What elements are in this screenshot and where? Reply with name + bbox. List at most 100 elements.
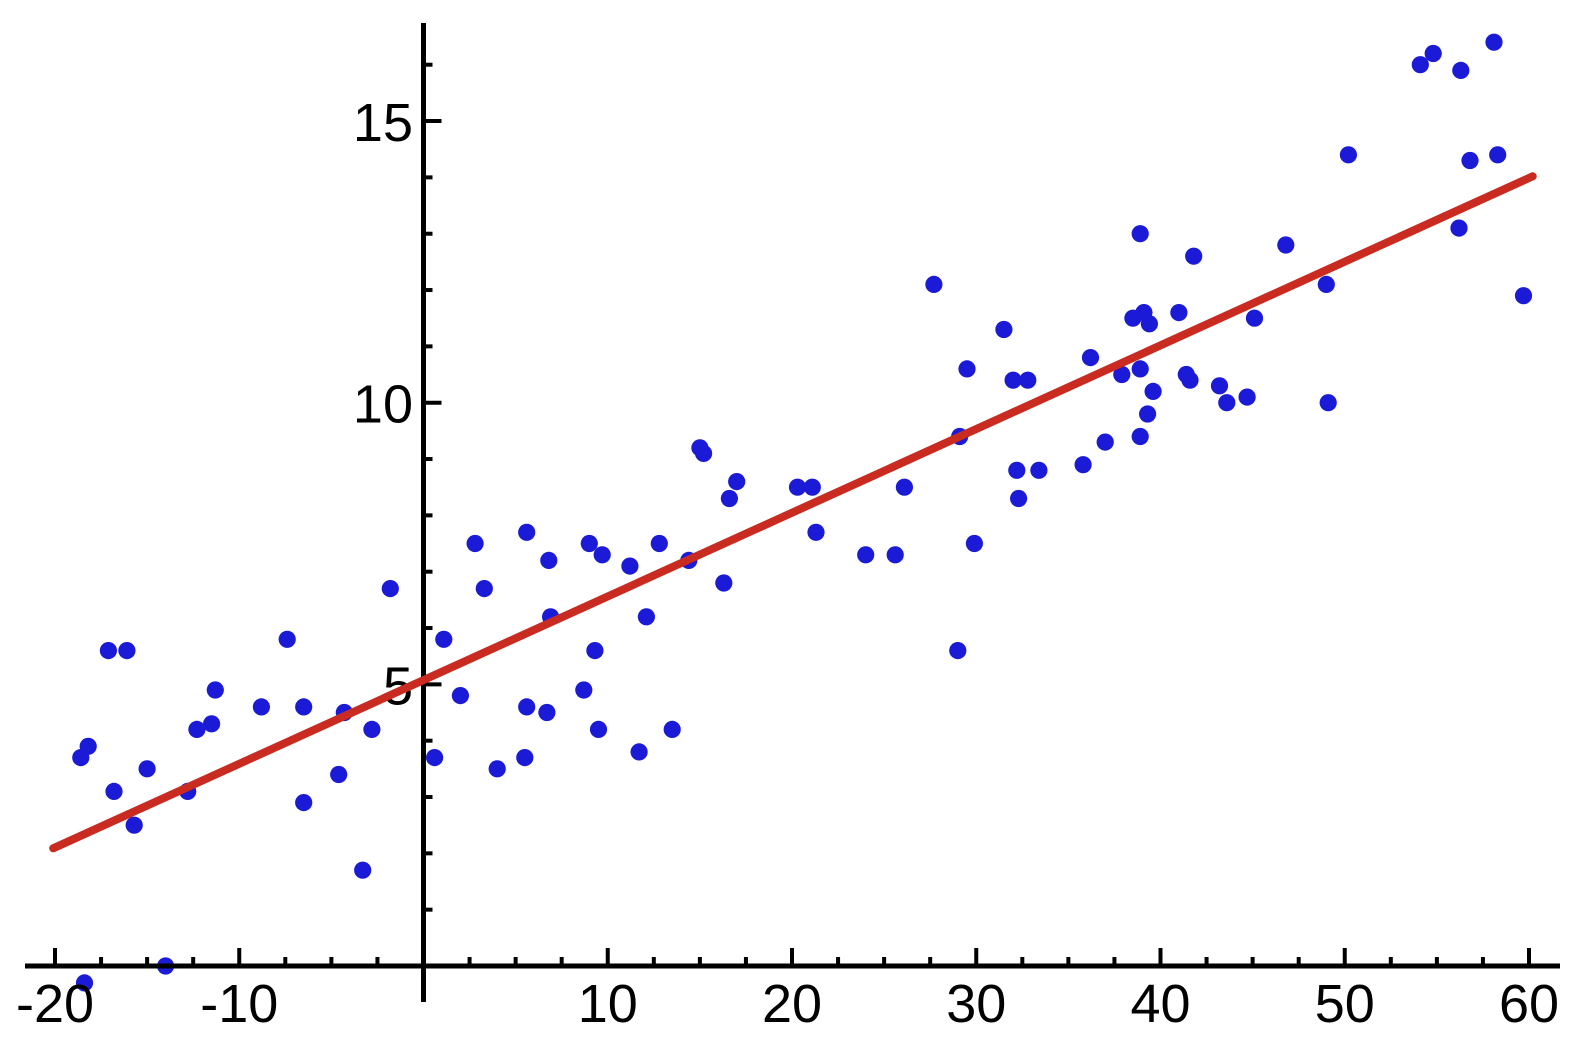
data-point (79, 737, 97, 755)
data-point (295, 698, 313, 716)
data-point (451, 687, 469, 705)
data-point (788, 478, 807, 496)
data-points-layer (72, 33, 1533, 992)
data-point (538, 703, 556, 722)
data-point (466, 534, 484, 553)
data-point (1181, 371, 1199, 389)
data-point (1450, 219, 1468, 237)
data-point (75, 974, 94, 992)
x-tick-label: 10 (578, 974, 638, 1034)
data-point (589, 720, 608, 739)
data-point (575, 681, 593, 699)
data-point (663, 720, 681, 739)
data-point (1008, 461, 1026, 479)
data-point (1461, 151, 1479, 170)
data-point (1514, 287, 1533, 305)
data-point (886, 546, 904, 564)
data-point (1004, 371, 1022, 389)
data-point (593, 546, 611, 564)
data-point (475, 580, 493, 598)
data-point (1139, 405, 1157, 423)
data-point (138, 760, 156, 778)
data-point (435, 630, 453, 648)
data-point (1124, 309, 1142, 327)
data-point (949, 642, 967, 660)
data-point (695, 444, 713, 462)
data-point (807, 523, 825, 541)
data-point (1081, 349, 1100, 367)
data-point (720, 489, 739, 508)
data-point (1019, 371, 1037, 389)
data-point (958, 360, 976, 378)
data-point (363, 720, 381, 739)
data-point (1010, 489, 1028, 508)
data-point (278, 630, 296, 648)
data-point (1210, 377, 1229, 395)
data-point (965, 534, 984, 553)
y-tick-label: 15 (353, 93, 413, 153)
data-point (118, 642, 136, 660)
data-point (1144, 382, 1162, 400)
data-point (1131, 427, 1149, 446)
y-tick-label: 10 (353, 375, 413, 435)
data-point (630, 743, 648, 761)
data-point (1185, 247, 1203, 265)
data-point (803, 478, 821, 496)
data-point (857, 546, 875, 564)
data-point (426, 749, 444, 767)
x-tick-label: 20 (762, 974, 822, 1034)
data-point (295, 794, 313, 812)
data-point (488, 760, 506, 778)
data-point (715, 574, 733, 592)
data-point (1489, 146, 1507, 164)
data-point (1113, 365, 1131, 384)
data-point (330, 765, 348, 784)
data-point (1170, 304, 1188, 322)
data-point (252, 698, 270, 716)
data-point (1140, 315, 1158, 333)
data-point (895, 478, 914, 496)
data-point (518, 698, 536, 716)
data-point (1411, 56, 1429, 74)
data-point (1339, 146, 1357, 164)
data-point (203, 715, 221, 733)
data-point (381, 580, 399, 598)
data-point (1319, 394, 1337, 412)
data-point (1277, 236, 1295, 254)
data-point (125, 816, 143, 834)
data-point (206, 681, 224, 699)
regression-line (49, 172, 1537, 853)
data-point (1074, 456, 1092, 474)
data-point (925, 275, 943, 293)
x-tick-label: 60 (1499, 974, 1559, 1034)
data-point (1030, 461, 1048, 479)
data-point (354, 861, 372, 879)
data-point (1096, 433, 1114, 451)
data-point (637, 608, 656, 626)
data-point (105, 782, 123, 801)
data-point (1218, 394, 1236, 412)
data-point (188, 720, 206, 739)
data-point (540, 551, 558, 570)
data-point (650, 534, 668, 553)
data-point (1485, 33, 1503, 51)
data-point (1452, 61, 1470, 79)
x-tick-label: 40 (1130, 974, 1190, 1034)
x-tick-label: 30 (946, 974, 1006, 1034)
data-point (1131, 225, 1149, 243)
data-point (99, 642, 117, 660)
data-point (1131, 360, 1149, 378)
x-tick-label: -10 (200, 974, 278, 1034)
data-point (995, 320, 1013, 339)
data-point (586, 642, 604, 660)
data-point (1245, 309, 1264, 327)
data-point (580, 534, 598, 553)
data-point (518, 523, 536, 541)
data-point (621, 557, 639, 575)
data-point (1238, 388, 1256, 406)
data-point (728, 473, 746, 491)
x-tick-label: -20 (16, 974, 94, 1034)
